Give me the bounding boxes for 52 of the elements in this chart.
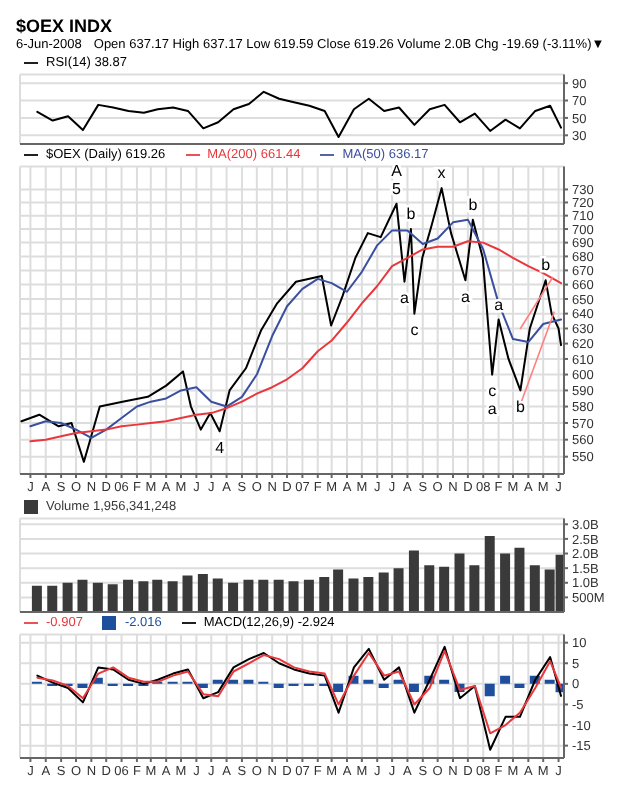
line-series — [36, 649, 563, 735]
bar — [319, 576, 330, 612]
bar — [529, 565, 540, 612]
bar — [107, 584, 118, 612]
bar — [167, 581, 178, 612]
bar — [62, 582, 73, 612]
bar — [228, 582, 239, 612]
annotation: b — [468, 195, 479, 214]
line-series — [36, 645, 563, 751]
annotation: a — [400, 289, 411, 308]
line-series — [20, 187, 563, 463]
annotation: a — [487, 399, 498, 418]
bar — [469, 565, 480, 612]
bar — [484, 535, 495, 612]
bar — [439, 566, 450, 612]
bar — [424, 565, 435, 612]
bar — [123, 579, 134, 612]
bar — [408, 550, 419, 612]
bar — [363, 576, 374, 612]
annotation: b — [541, 256, 552, 275]
annotation: b — [515, 397, 526, 416]
bar — [152, 579, 163, 612]
bar — [378, 572, 389, 612]
line-series — [36, 90, 563, 139]
bar — [258, 579, 269, 612]
bar — [138, 581, 149, 612]
bar — [500, 553, 511, 612]
bar — [348, 578, 359, 612]
bar — [212, 578, 223, 612]
bar — [333, 569, 344, 612]
bar — [47, 585, 58, 612]
annotation: x — [437, 164, 446, 183]
bar — [31, 585, 42, 612]
bar — [273, 579, 284, 612]
bar — [92, 582, 103, 612]
bar — [288, 581, 299, 612]
bar — [393, 568, 404, 612]
bar — [303, 579, 314, 612]
bar — [454, 553, 465, 612]
annotation: 5 — [392, 179, 403, 198]
annotation: a — [460, 287, 471, 306]
annotation: c — [488, 381, 497, 400]
bar — [514, 547, 525, 612]
bar — [77, 579, 88, 612]
annotation: A — [391, 161, 404, 180]
bar — [243, 579, 254, 612]
annotation: b — [406, 205, 417, 224]
annotation: c — [410, 320, 419, 339]
chart-title: $OEX INDX — [16, 16, 113, 36]
bar — [197, 573, 208, 612]
annotation: 4 — [215, 438, 226, 457]
bar — [182, 575, 193, 612]
